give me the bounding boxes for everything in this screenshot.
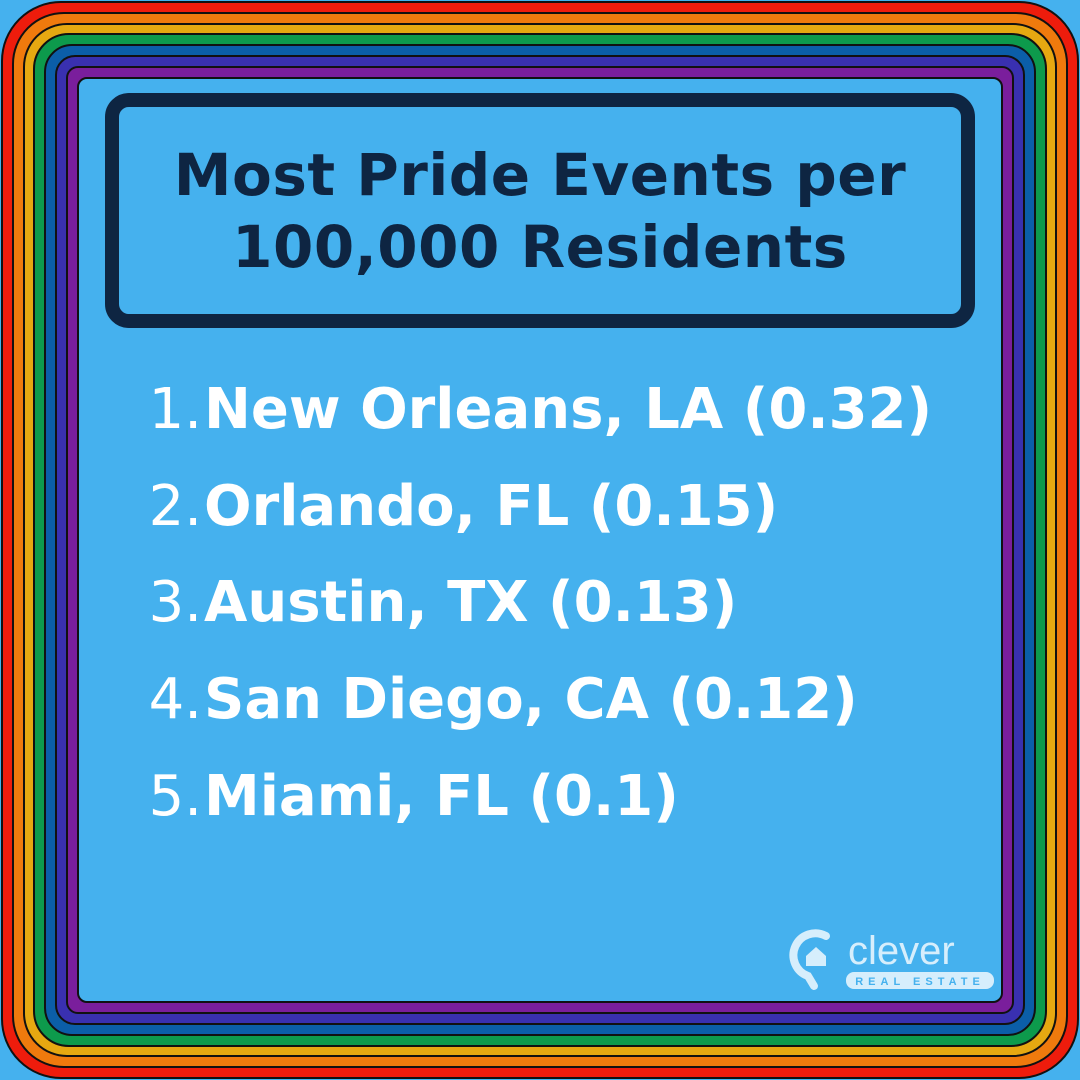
list-item: 2.Orlando, FL (0.15) [120,467,779,563]
rank: 4. [148,667,202,732]
title-box: Most Pride Events per 100,000 Residents [105,93,975,328]
list-item: 4.San Diego, CA (0.12) [120,660,858,756]
city: Orlando, FL (0.15) [204,474,779,539]
title-line-1: Most Pride Events per [173,140,907,209]
list-item: 5.Miami, FL (0.1) [120,757,679,853]
logo-subtext: REAL ESTATE [855,976,985,988]
list-item: 3.Austin, TX (0.13) [120,563,738,659]
rank: 1. [148,377,202,442]
rank: 3. [148,570,202,635]
logo-text: clever [848,929,955,973]
title-line-2: 100,000 Residents [232,212,848,281]
clever-logo: clever REAL ESTATE [789,929,994,990]
city: San Diego, CA (0.12) [204,667,858,732]
list-item: 1.New Orleans, LA (0.32) [120,370,933,466]
rank: 5. [148,764,202,829]
rank: 2. [148,474,202,539]
city: New Orleans, LA (0.32) [204,377,933,442]
city: Austin, TX (0.13) [204,570,738,635]
city: Miami, FL (0.1) [204,764,679,829]
house-icon [806,947,826,966]
content-panel [76,76,1004,1004]
pin-house-icon [789,929,830,990]
